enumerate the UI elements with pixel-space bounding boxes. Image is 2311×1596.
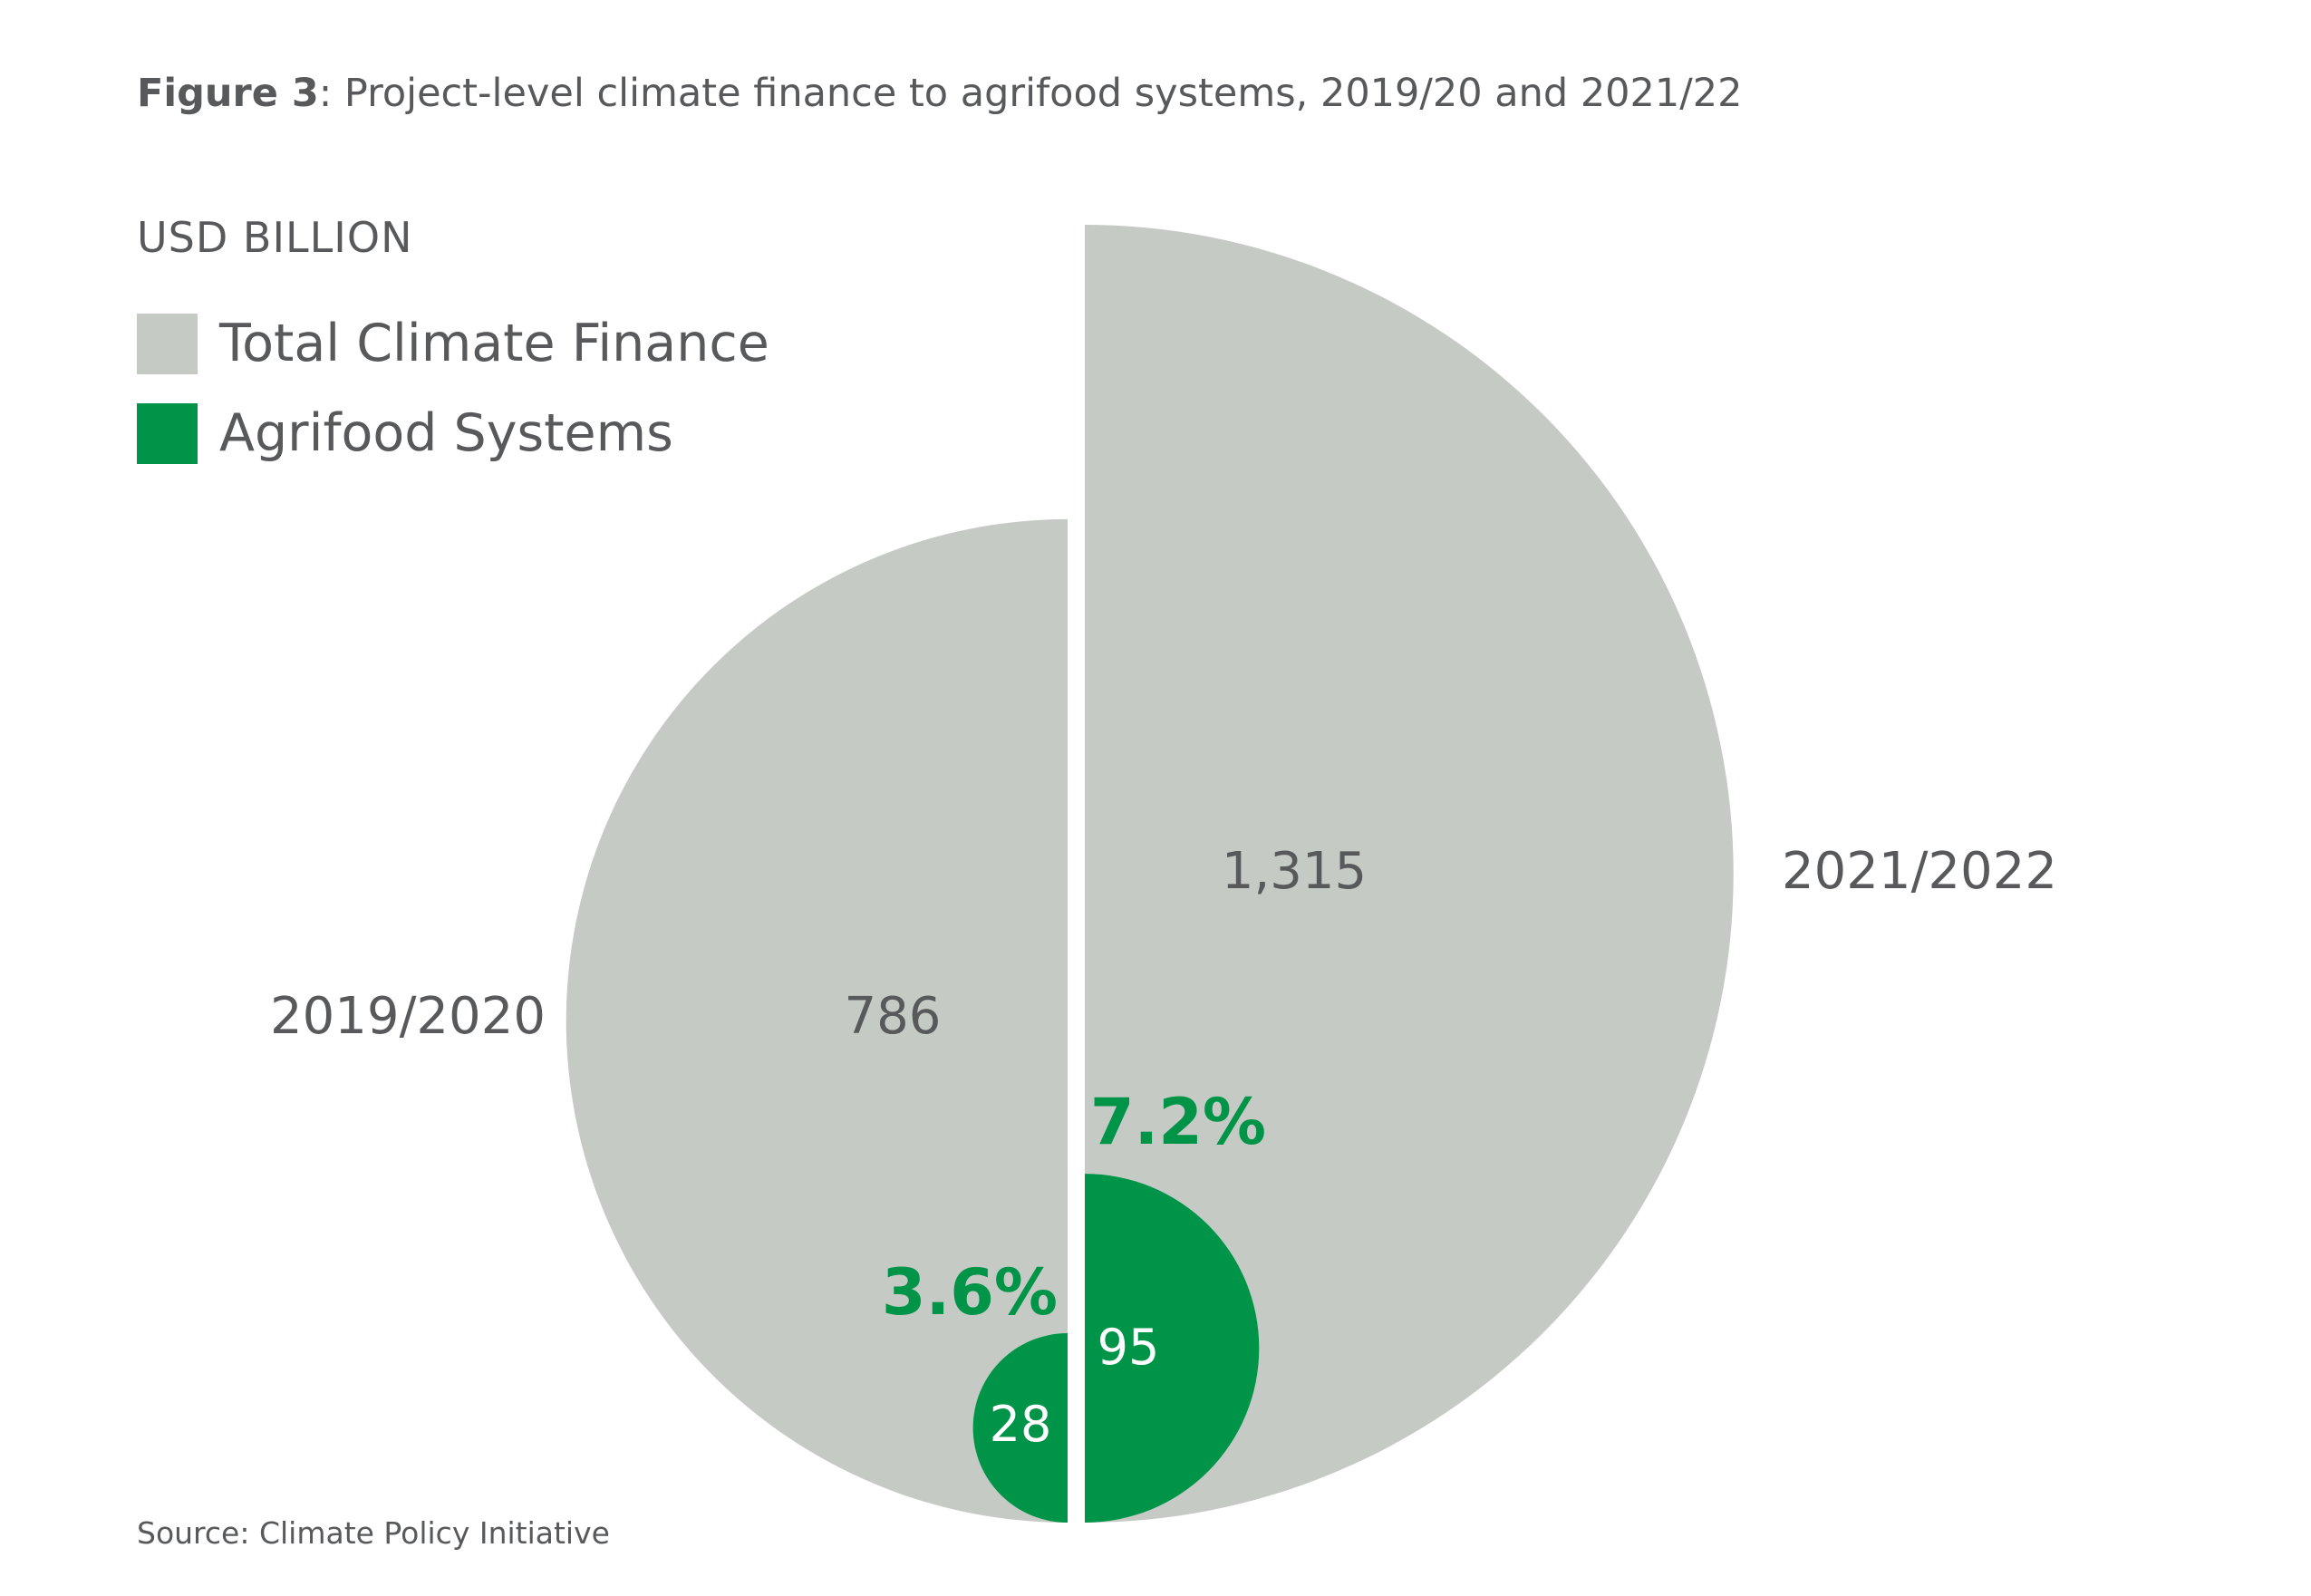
agrifood-half-2019 — [972, 1333, 1068, 1523]
legend-item-total: Total Climate Finance — [137, 313, 769, 374]
legend-label-agrifood: Agrifood Systems — [219, 403, 673, 463]
total-value-2019: 786 — [845, 987, 942, 1046]
agrifood-value-2021: 95 — [1097, 1319, 1160, 1376]
legend-label-total: Total Climate Finance — [219, 314, 769, 373]
source-note: Source: Climate Policy Initiative — [137, 1515, 610, 1551]
total-value-2021: 1,315 — [1222, 842, 1367, 901]
total-half-2021 — [1085, 225, 1734, 1523]
figure-label: Figure 3 — [137, 71, 319, 116]
total-half-2019 — [566, 518, 1068, 1523]
agrifood-half-2021 — [1085, 1174, 1260, 1523]
share-label-2021: 7.2% — [1090, 1085, 1266, 1159]
agrifood-value-2019: 28 — [990, 1396, 1052, 1453]
legend-item-agrifood: Agrifood Systems — [137, 402, 673, 464]
chart-title: Figure 3: Project-level climate finance … — [137, 71, 1742, 116]
legend-swatch-total — [137, 313, 198, 374]
share-label-2019: 3.6% — [882, 1255, 1058, 1330]
period-label-2021: 2021/2022 — [1782, 842, 2057, 901]
figure-title-text: : Project-level climate finance to agrif… — [318, 71, 1743, 116]
period-label-2019: 2019/2020 — [270, 987, 546, 1046]
legend-swatch-agrifood — [137, 402, 198, 464]
unit-label: USD BILLION — [137, 213, 413, 262]
